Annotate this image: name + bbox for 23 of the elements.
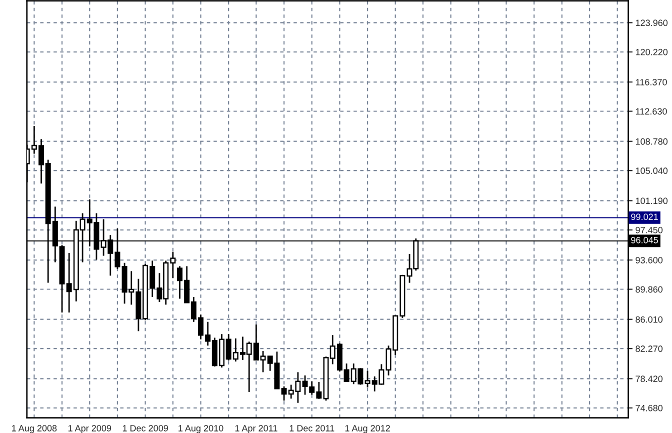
y-tick-label: 86.010 — [636, 316, 663, 323]
y-tick-label: 78.420 — [636, 376, 663, 382]
y-tick-label: 120.220 — [636, 48, 668, 56]
x-tick-label: 1 Aug 2012 — [345, 425, 390, 433]
y-tick-label: 112.630 — [636, 108, 667, 115]
y-tick-label: 89.860 — [636, 286, 663, 293]
ref-line-label: 96.045 — [631, 236, 658, 244]
x-tick-label: 1 Apr 2009 — [68, 425, 112, 433]
x-tick-label: 1 Apr 2011 — [235, 425, 278, 433]
y-tick-label: 82.270 — [636, 346, 663, 352]
x-tick-label: 1 Aug 2008 — [12, 425, 57, 433]
y-tick-label: 116.370 — [636, 78, 667, 86]
y-tick-label: 93.600 — [636, 256, 663, 264]
x-tick-label: 1 Dec 2011 — [290, 425, 334, 432]
y-tick-label: 123.960 — [636, 20, 668, 26]
y-tick-label: 97.450 — [636, 226, 663, 234]
y-tick-label: 101.190 — [636, 198, 668, 204]
y-tick-label: 105.040 — [636, 168, 668, 174]
x-tick-label: 1 Aug 2010 — [178, 425, 224, 433]
x-tick-label: 1 Dec 2009 — [122, 425, 168, 432]
y-tick-label: 108.780 — [636, 138, 668, 145]
ref-line-label: 99.021 — [631, 214, 658, 220]
y-tick-label: 74.680 — [636, 404, 663, 412]
